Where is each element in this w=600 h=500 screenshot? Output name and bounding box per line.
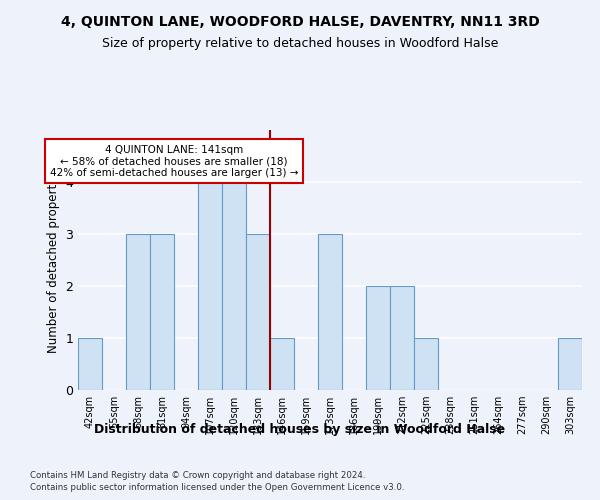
Bar [246, 234, 270, 390]
Bar [150, 234, 174, 390]
Bar [390, 286, 414, 390]
Bar [318, 234, 342, 390]
Bar [270, 338, 294, 390]
Y-axis label: Number of detached properties: Number of detached properties [47, 167, 59, 353]
Bar [126, 234, 150, 390]
Bar [366, 286, 390, 390]
Text: 4 QUINTON LANE: 141sqm
← 58% of detached houses are smaller (18)
42% of semi-det: 4 QUINTON LANE: 141sqm ← 58% of detached… [50, 144, 298, 178]
Text: Contains public sector information licensed under the Open Government Licence v3: Contains public sector information licen… [30, 484, 404, 492]
Bar [222, 182, 246, 390]
Text: Distribution of detached houses by size in Woodford Halse: Distribution of detached houses by size … [94, 422, 506, 436]
Text: Contains HM Land Registry data © Crown copyright and database right 2024.: Contains HM Land Registry data © Crown c… [30, 471, 365, 480]
Bar [78, 338, 102, 390]
Bar [414, 338, 438, 390]
Bar [198, 182, 222, 390]
Text: Size of property relative to detached houses in Woodford Halse: Size of property relative to detached ho… [102, 38, 498, 51]
Bar [558, 338, 582, 390]
Text: 4, QUINTON LANE, WOODFORD HALSE, DAVENTRY, NN11 3RD: 4, QUINTON LANE, WOODFORD HALSE, DAVENTR… [61, 15, 539, 29]
